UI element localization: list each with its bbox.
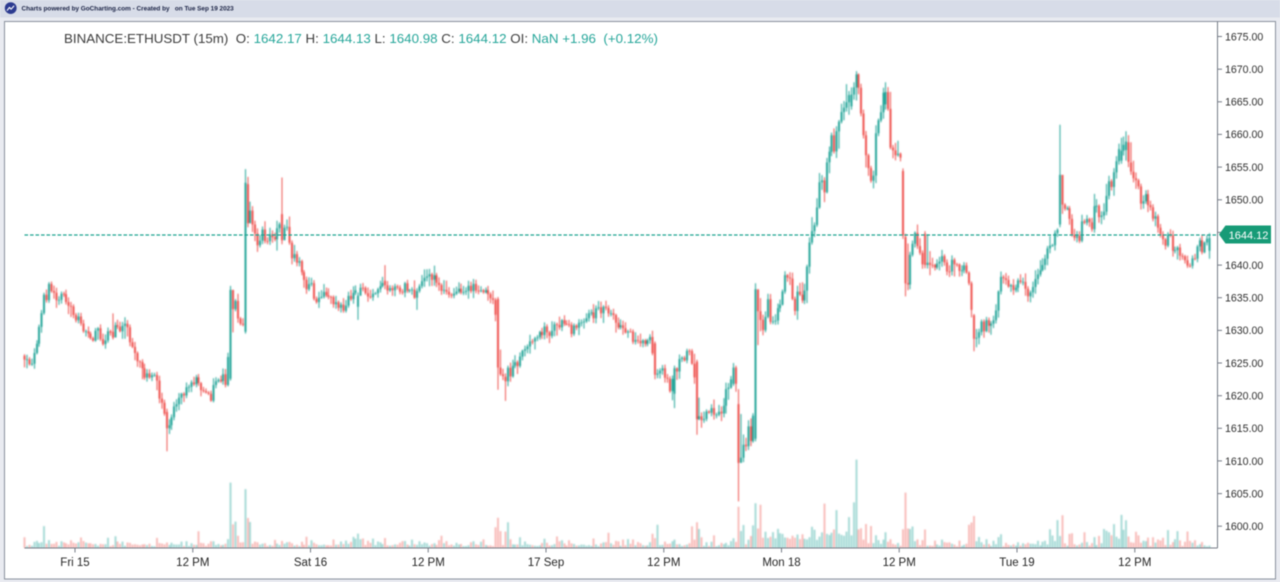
svg-text:1625.00: 1625.00: [1225, 358, 1263, 370]
svg-text:1610.00: 1610.00: [1225, 456, 1263, 468]
svg-text:12 PM: 12 PM: [647, 557, 680, 569]
svg-text:Sat 16: Sat 16: [294, 557, 327, 569]
svg-text:1665.00: 1665.00: [1225, 97, 1263, 109]
svg-text:1605.00: 1605.00: [1225, 488, 1263, 500]
svg-text:1615.00: 1615.00: [1225, 423, 1263, 435]
svg-text:1670.00: 1670.00: [1225, 64, 1263, 76]
svg-text:1650.00: 1650.00: [1225, 195, 1263, 207]
svg-text:12 PM: 12 PM: [412, 557, 445, 569]
svg-text:1600.00: 1600.00: [1225, 521, 1263, 533]
svg-text:Mon 18: Mon 18: [762, 557, 800, 569]
svg-text:1655.00: 1655.00: [1225, 162, 1263, 174]
svg-text:17 Sep: 17 Sep: [528, 557, 564, 569]
svg-text:12 PM: 12 PM: [1118, 557, 1151, 569]
svg-text:1675.00: 1675.00: [1225, 31, 1263, 43]
svg-text:12 PM: 12 PM: [176, 557, 209, 569]
svg-text:1635.00: 1635.00: [1225, 293, 1263, 305]
svg-text:1620.00: 1620.00: [1225, 391, 1263, 403]
svg-text:BINANCE:ETHUSDT (15m) O: 1642: BINANCE:ETHUSDT (15m) O: 1642.17 H: 1644…: [64, 31, 658, 46]
svg-text:Fri 15: Fri 15: [60, 557, 89, 569]
svg-text:1630.00: 1630.00: [1225, 325, 1263, 337]
svg-text:12 PM: 12 PM: [883, 557, 916, 569]
svg-text:Charts powered by GoCharting.c: Charts powered by GoCharting.com - Creat…: [22, 6, 235, 13]
svg-text:1640.00: 1640.00: [1225, 260, 1263, 272]
svg-text:1644.12: 1644.12: [1229, 230, 1269, 242]
svg-text:1660.00: 1660.00: [1225, 129, 1263, 141]
svg-text:Tue 19: Tue 19: [999, 557, 1034, 569]
